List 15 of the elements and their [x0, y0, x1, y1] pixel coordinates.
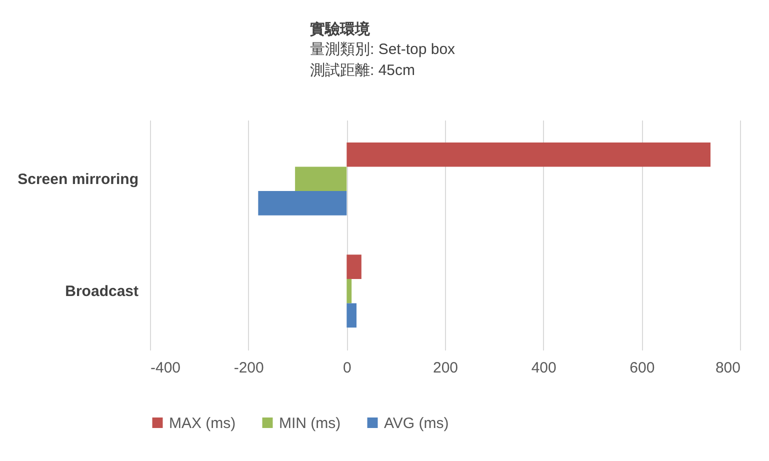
legend-label: AVG (ms)	[384, 414, 449, 432]
x-tick-label: 800	[715, 360, 740, 376]
x-tick-label: -200	[234, 360, 264, 376]
text: 量測類別: Set-top box	[310, 41, 456, 58]
y-tick-label: Broadcast	[65, 283, 139, 300]
y-tick-label: Screen mirroring	[18, 170, 138, 188]
legend-label: MAX (ms)	[169, 414, 236, 432]
x-tick-label: 400	[531, 360, 556, 376]
legend-label: MIN (ms)	[279, 414, 341, 432]
text: 測試距離: 45cm	[310, 62, 416, 79]
x-tick-label: 0	[342, 360, 352, 376]
chart-title: 實驗環境	[310, 20, 371, 38]
x-tick-label: -400	[150, 360, 181, 376]
x-tick-label: 600	[630, 360, 655, 376]
x-tick-label: 200	[432, 360, 458, 376]
